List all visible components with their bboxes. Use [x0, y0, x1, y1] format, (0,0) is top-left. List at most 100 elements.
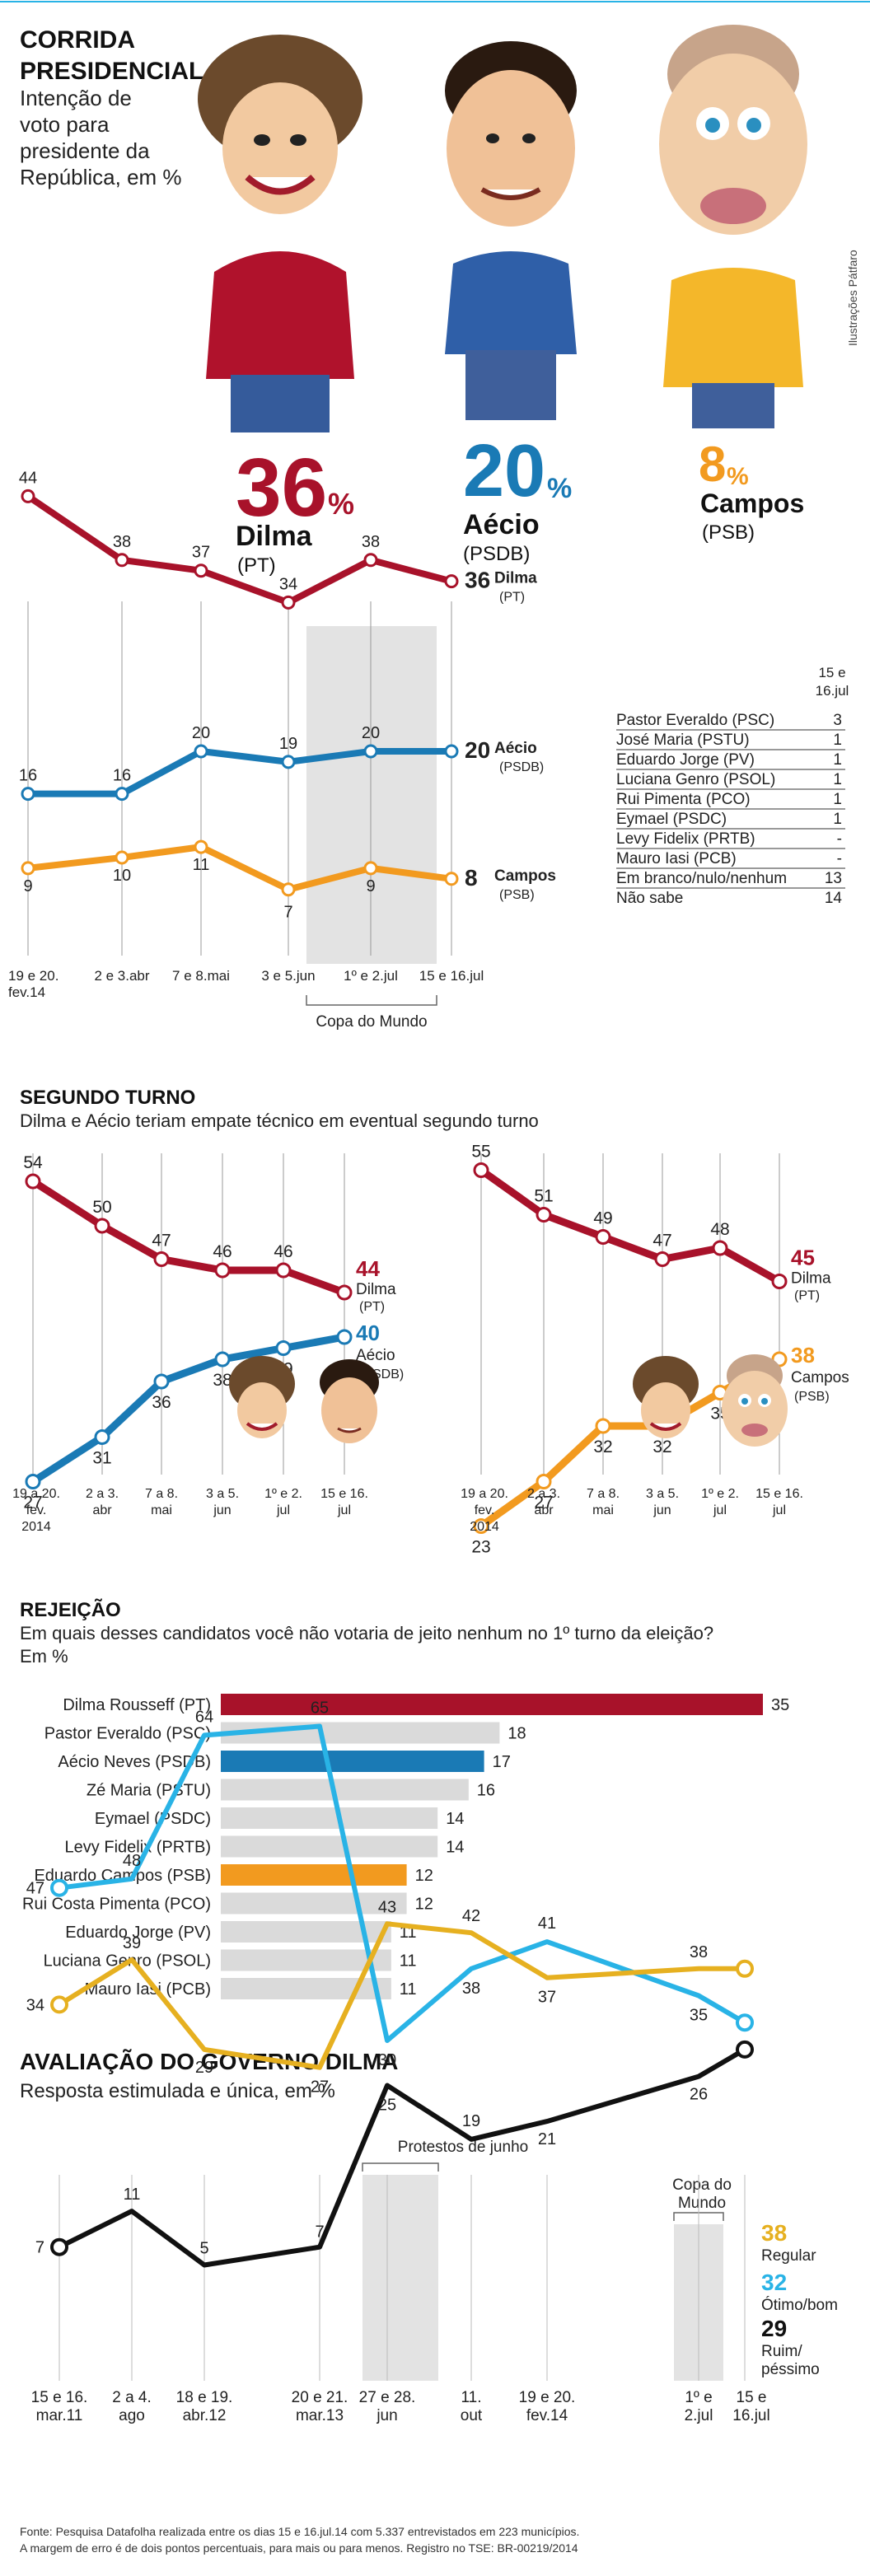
headline-aecio-value: 20	[463, 430, 545, 512]
x-label-3-0: 20 e 21.	[292, 2389, 348, 2406]
point-label-2-6: 21	[538, 2130, 556, 2148]
point-label-dilma-0: 55	[471, 1143, 490, 1162]
x-label-6-1: fev.14	[526, 2407, 568, 2424]
point-label-campos-4: 9	[366, 877, 375, 895]
x-label-5: 15 e 16.jul	[419, 968, 484, 984]
point-campos-5	[444, 872, 459, 886]
headline-campos-value: 8	[699, 437, 726, 492]
second-round-aecio-chart: 545047464644Dilma(PT)273136383940Aécio(P…	[12, 1153, 404, 1534]
x-label-3-1: jun	[652, 1503, 671, 1517]
end-value-dilma: 44	[356, 1256, 380, 1281]
table-row-name-6: Levy Fidelix (PRTB)	[616, 830, 755, 848]
x-label-1: 2 e 3.abr	[94, 968, 149, 984]
bar-category-8: Eduardo Jorge (PV)	[65, 1924, 211, 1942]
bar-category-2: Aécio Neves (PSDB)	[58, 1753, 211, 1771]
end-value-ruim: 29	[761, 2316, 787, 2341]
point-label-dilma-1: 51	[534, 1187, 553, 1206]
end-party-aécio: (PSDB)	[499, 760, 544, 774]
point-aécio-0	[21, 787, 35, 802]
protests-bracket	[362, 2162, 439, 2172]
point-aécio-2	[153, 1373, 170, 1390]
evaluation-header: AVALIAÇÃO DO GOVERNO DILMA Resposta esti…	[20, 2049, 398, 2102]
x-label-4-0: 1º e 2.	[701, 1487, 739, 1501]
end-party-campos: (PSB)	[499, 888, 535, 902]
bar-value-2: 17	[493, 1753, 511, 1771]
point-label-campos-1: 10	[113, 867, 131, 885]
point-aécio-0	[25, 1474, 41, 1489]
rejection-bar-chart: Dilma Rousseff (PT) 35 Pastor Everaldo (PS…	[22, 1694, 789, 1999]
x-label-4-1: jul	[276, 1503, 290, 1517]
endpoint-2-8	[736, 2040, 754, 2059]
end-name-campos: Campos	[791, 1369, 849, 1386]
x-label-0-1: fev.	[26, 1503, 47, 1517]
point-dilma-0	[25, 1173, 41, 1190]
bar-category-10: Mauro Iasi (PCB)	[85, 1980, 211, 1999]
point-label-campos-2: 32	[593, 1438, 612, 1456]
x-label-2-1: mai	[592, 1503, 614, 1517]
headline-campos-name: Campos	[700, 489, 804, 518]
point-label-aécio-1: 31	[92, 1449, 111, 1468]
bar-category-3: Zé Maria (PSTU)	[87, 1782, 211, 1800]
x-label-3: 3 e 5.jun	[261, 968, 315, 984]
point-label-aécio-2: 20	[192, 724, 210, 742]
point-label-campos-0: 9	[23, 877, 32, 895]
bar-value-5: 14	[446, 1839, 464, 1857]
point-label-dilma-0: 44	[19, 469, 37, 487]
point-aécio-5	[444, 744, 459, 759]
x-label-5-1: jul	[337, 1503, 351, 1517]
end-name-dilma: Dilma	[791, 1270, 831, 1288]
subtitle-line-1: Intenção de	[20, 86, 132, 110]
campos-caricature	[659, 25, 807, 428]
headline-dilma: 36 % Dilma (PT)	[236, 442, 354, 577]
headline-dilma-pct: %	[328, 487, 354, 521]
point-label-dilma-0: 54	[23, 1153, 43, 1172]
end-value-regular: 38	[761, 2220, 787, 2246]
title-line-2: PRESIDENCIAL	[20, 58, 203, 85]
rejection-subtitle: Em quais desses candidatos você não vota…	[20, 1623, 713, 1643]
point-label-campos-1: 27	[534, 1494, 553, 1512]
x-label-0-0: 15 e 16.	[31, 2389, 88, 2406]
second-round-title: SEGUNDO TURNO	[20, 1087, 195, 1109]
aecio-caricature	[445, 41, 577, 420]
x-label-0-2: 2014	[21, 1520, 51, 1534]
end-name-dilma: Dilma	[494, 570, 537, 587]
x-label-5-1: jul	[772, 1503, 786, 1517]
point-label-campos-2: 11	[193, 856, 210, 874]
copa-shade	[306, 626, 437, 964]
endpoint-2-0	[50, 2237, 68, 2256]
table-row-value-2: 1	[833, 751, 842, 769]
point-label-0-4: 30	[378, 2051, 396, 2069]
point-dilma-1	[536, 1207, 552, 1223]
point-label-aécio-3: 19	[279, 735, 297, 753]
table-row-name-2: Eduardo Jorge (PV)	[616, 751, 755, 769]
point-campos-2	[194, 839, 208, 854]
x-label-2-0: 7 a 8.	[587, 1487, 620, 1501]
x-label-1-1: ago	[119, 2407, 145, 2424]
endpoint-1-0	[50, 1995, 68, 2014]
point-dilma-3	[214, 1262, 231, 1279]
evaluation-subtitle: Resposta estimulada e única, em %	[20, 2080, 335, 2102]
point-campos-2	[595, 1418, 611, 1434]
point-dilma-2	[194, 563, 208, 578]
table-row-value-8: 13	[825, 870, 842, 887]
point-dilma-0	[473, 1162, 489, 1178]
endpoint-1-8	[736, 1959, 754, 1978]
x-label-4-1: jun	[376, 2407, 397, 2424]
second-round-header: SEGUNDO TURNO Dilma e Aécio teriam empat…	[20, 1087, 539, 1131]
point-label-1-1: 39	[123, 1934, 141, 1952]
end-name-regular: Regular	[761, 2247, 816, 2265]
x-label-1-0: 2 a 3.	[527, 1487, 560, 1501]
illustration-credit: Ilustrações Pátfaro	[846, 250, 859, 346]
x-label-1-0: 2 a 3.	[86, 1487, 119, 1501]
rejection-title: REJEIÇÃO	[20, 1598, 121, 1621]
x-label-1-0: 2 a 4.	[112, 2389, 152, 2406]
x-label-8-1: 16.jul	[732, 2407, 769, 2424]
point-label-aécio-3: 38	[213, 1371, 232, 1390]
x-label-2: 7 e 8.mai	[172, 968, 230, 984]
table-row-value-5: 1	[833, 811, 842, 828]
point-aécio-4	[275, 1340, 292, 1356]
x-label-0-2: 2014	[470, 1520, 499, 1534]
table-row-name-9: Não sabe	[616, 890, 683, 907]
second-round-subtitle: Dilma e Aécio teriam empate técnico em e…	[20, 1110, 539, 1131]
table-header-line-1: 15 e	[818, 665, 845, 680]
